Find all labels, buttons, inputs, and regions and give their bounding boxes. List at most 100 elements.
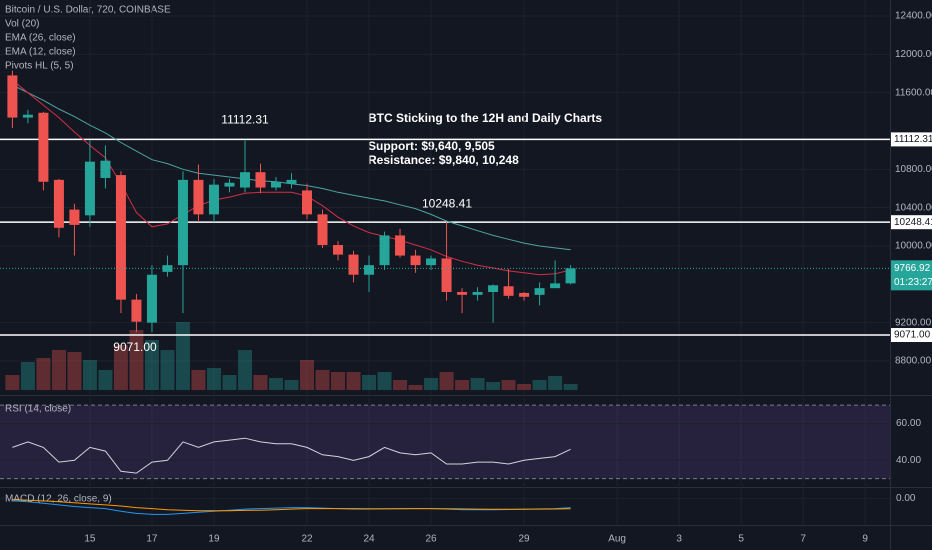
y-tick-label: 12000.00 <box>895 49 932 60</box>
candle-body <box>550 283 561 289</box>
candle-body <box>255 172 266 188</box>
candle-body <box>131 299 142 322</box>
candle-body <box>503 286 514 296</box>
candle-body <box>69 209 80 225</box>
candle-body <box>53 179 64 228</box>
candle-body <box>333 245 344 255</box>
level-badge-label: 9071.00 <box>894 330 931 341</box>
x-tick-label: 19 <box>208 534 220 545</box>
candle-body <box>7 75 18 118</box>
candle-body <box>317 214 328 246</box>
volume-bar <box>191 370 206 390</box>
volume-bar <box>424 378 439 390</box>
candle-body <box>270 181 281 188</box>
candle-body <box>115 175 126 300</box>
candle-body <box>379 235 390 266</box>
candle-body <box>224 182 235 187</box>
indicator-label: EMA (26, close) <box>5 33 76 44</box>
annotation-line: Resistance: $9,840, 10,248 <box>368 153 519 167</box>
candle-body <box>348 254 359 275</box>
candle-body <box>488 285 499 292</box>
volume-bar <box>408 385 423 390</box>
y-tick-label: 11600.00 <box>895 87 932 98</box>
volume-bar <box>362 375 377 390</box>
x-tick-label: 9 <box>862 534 868 545</box>
candle-body <box>426 258 437 266</box>
volume-bar <box>253 375 268 390</box>
volume-bar <box>455 380 470 390</box>
annotation-headline: BTC Sticking to the 12H and Daily Charts <box>368 111 602 125</box>
volume-bar <box>160 350 175 390</box>
y-tick-label: 12400.00 <box>895 11 932 22</box>
level-badge-label: 10248.41 <box>894 217 932 228</box>
y-tick-label: 40.00 <box>896 455 921 466</box>
pane-label: MACD (12, 26, close, 9) <box>5 494 112 505</box>
volume-bar <box>82 360 97 390</box>
volume-bar <box>36 358 51 390</box>
level-label: 11112.31 <box>221 113 269 127</box>
last-price-badge <box>891 260 932 291</box>
volume-bar <box>20 362 35 390</box>
indicator-label: EMA (12, close) <box>5 47 76 58</box>
volume-bar <box>284 380 299 390</box>
pane-label: RSI (14, close) <box>5 404 71 415</box>
volume-bar <box>222 375 237 390</box>
candle-body <box>84 161 95 216</box>
volume-bar <box>67 352 82 390</box>
volume-bar <box>548 376 563 390</box>
x-tick-label: 5 <box>738 534 744 545</box>
volume-bar <box>377 372 392 390</box>
volume-bar <box>206 368 221 390</box>
candle-body <box>410 255 421 266</box>
volume-bar <box>331 372 346 390</box>
candle-body <box>364 265 375 275</box>
candle-body <box>100 160 111 178</box>
candle-body <box>38 112 49 182</box>
volume-bar <box>98 370 113 390</box>
chart-title: Bitcoin / U.S. Dollar, 720, COINBASE <box>5 5 171 16</box>
x-tick-label: 24 <box>363 534 375 545</box>
rsi-line <box>12 437 571 474</box>
y-tick-label: 60.00 <box>896 418 921 429</box>
volume-bar <box>144 340 159 390</box>
x-tick-label: 29 <box>519 534 531 545</box>
x-tick-label: 7 <box>800 534 806 545</box>
level-label: 9071.00 <box>113 340 157 354</box>
x-tick-label: Aug <box>608 534 626 545</box>
candle-body <box>162 265 173 272</box>
volume-bar <box>439 372 454 390</box>
candle-body <box>534 288 545 295</box>
volume-bar <box>113 345 128 390</box>
indicator-label: Vol (20) <box>5 19 39 30</box>
volume-bar <box>129 330 144 390</box>
last-price-label: 9766.92 <box>894 263 931 274</box>
volume-bar <box>268 378 283 390</box>
x-tick-label: 17 <box>146 534 158 545</box>
candle-body <box>193 179 204 215</box>
x-tick-label: 15 <box>84 534 96 545</box>
signal-line <box>12 499 571 512</box>
candle-body <box>208 184 219 215</box>
volume-bar <box>346 372 361 390</box>
x-tick-label: 26 <box>425 534 437 545</box>
candle-body <box>395 235 406 256</box>
level-badge-label: 11112.31 <box>894 134 932 145</box>
candle-body <box>146 274 157 323</box>
candle-body <box>239 172 250 188</box>
y-tick-label: 8800.00 <box>895 356 932 367</box>
candle-body <box>22 114 33 118</box>
x-tick-label: 22 <box>301 534 313 545</box>
countdown: 01:23:27 <box>894 277 932 288</box>
y-tick-label: 9200.00 <box>895 317 932 328</box>
candle-body <box>441 258 452 292</box>
volume-bar <box>501 380 516 390</box>
indicator-label: Pivots HL (5, 5) <box>5 61 74 72</box>
x-tick-label: 3 <box>676 534 682 545</box>
candle-body <box>472 291 483 295</box>
candle-body <box>286 179 297 184</box>
candle-body <box>302 190 313 215</box>
y-tick-label: 10000.00 <box>895 241 932 252</box>
level-label: 10248.41 <box>422 196 472 210</box>
level-badge <box>891 132 932 147</box>
